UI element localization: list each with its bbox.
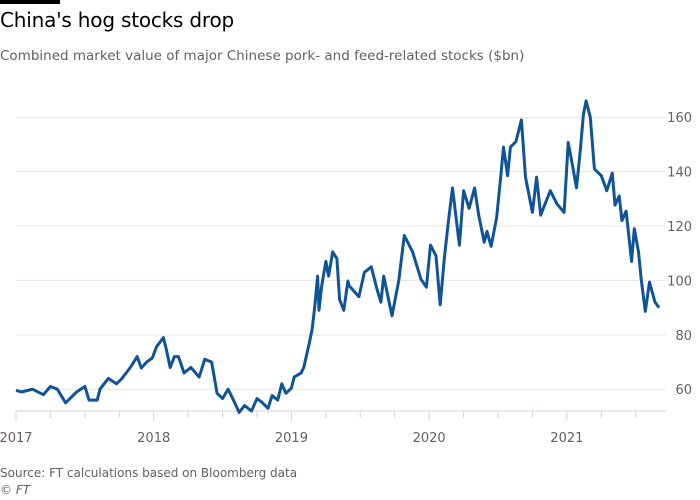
x-tick-label: 2020 (413, 431, 446, 446)
gridlines (16, 116, 666, 390)
ft-brand-bar (0, 0, 60, 4)
y-tick-label: 80 (675, 329, 692, 344)
source-note: Source: FT calculations based on Bloombe… (0, 466, 298, 480)
y-tick-label: 60 (675, 383, 692, 398)
x-tick-label: 2017 (0, 431, 33, 446)
y-tick-label: 100 (667, 274, 692, 289)
x-tick-label: 2019 (275, 431, 308, 446)
credit-note: © FT (0, 483, 31, 497)
y-tick-label: 140 (667, 166, 692, 181)
series-line-market-value (15, 99, 661, 414)
y-axis: 60 80 100 120 140 160 (667, 111, 692, 398)
x-tick-label: 2021 (550, 431, 583, 446)
chart-subtitle: Combined market value of major Chinese p… (0, 48, 525, 64)
x-tick-label: 2018 (137, 431, 170, 446)
y-tick-label: 160 (667, 111, 692, 126)
x-axis: 2017 2018 2019 2020 2021 (0, 410, 666, 446)
y-tick-label: 120 (667, 220, 692, 235)
chart-title: China's hog stocks drop (0, 8, 235, 32)
